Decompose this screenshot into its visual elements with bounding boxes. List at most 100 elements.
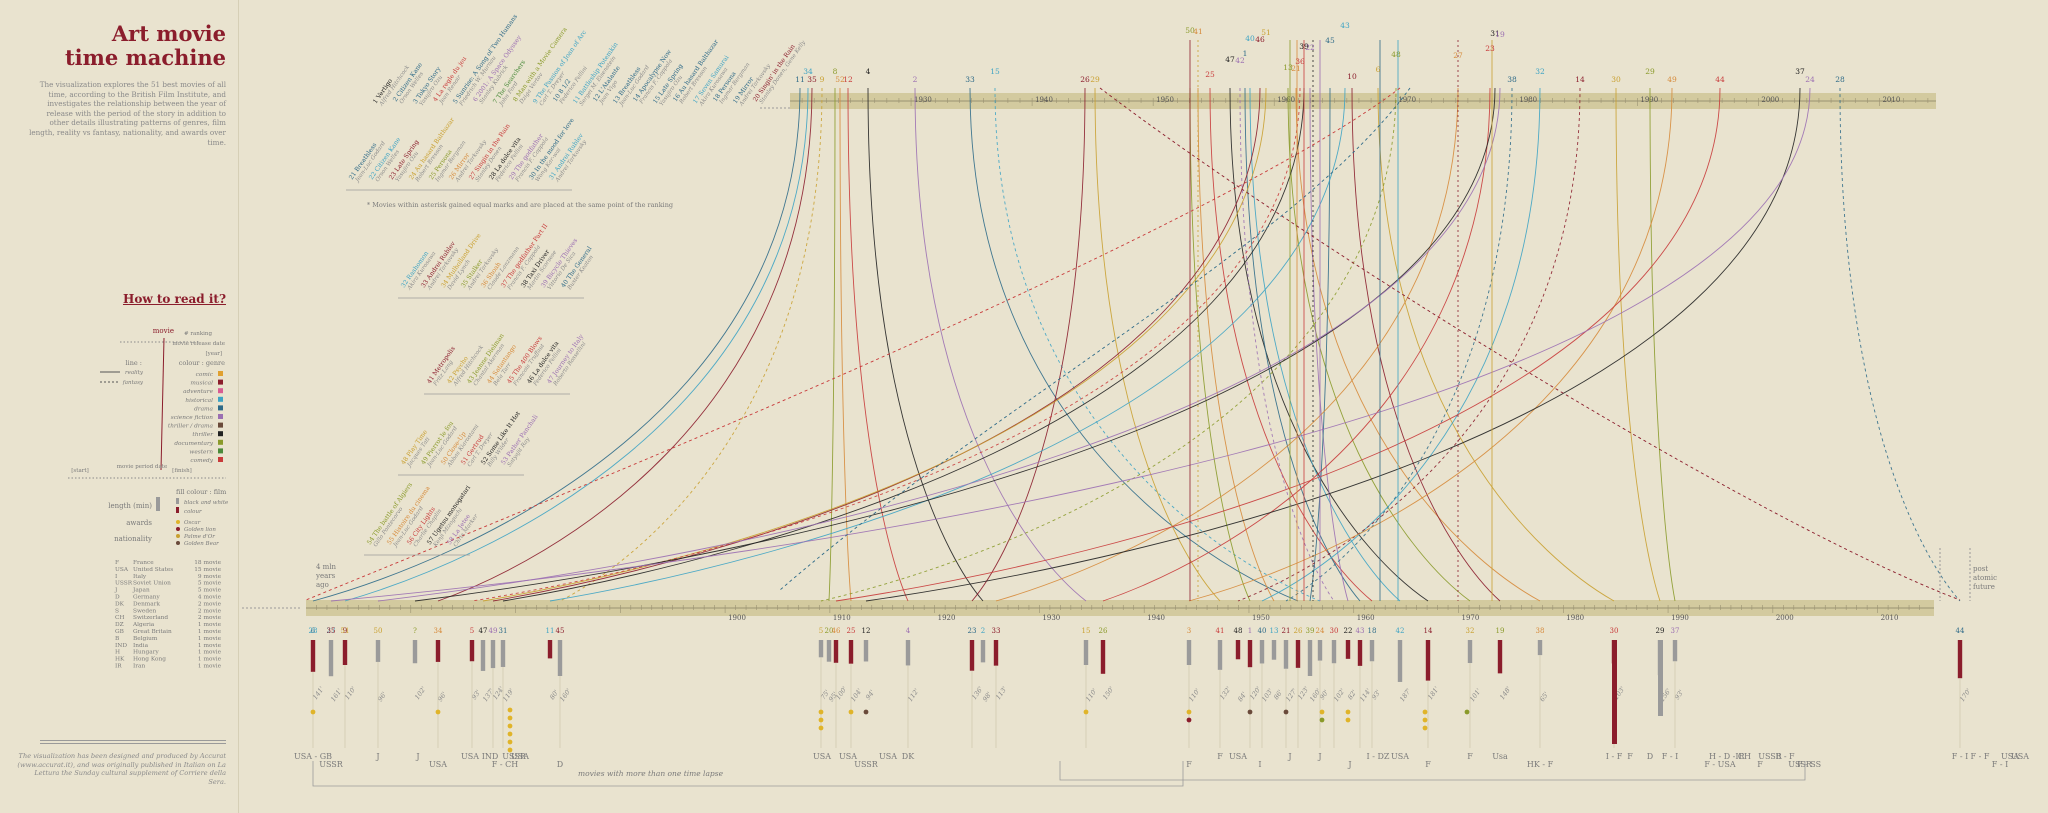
movie-link-22: [1287, 87, 1471, 602]
movie-link-30: [1377, 87, 1615, 602]
movie-link-36: [1285, 87, 1513, 602]
period-rank-label: 35: [327, 627, 336, 635]
nation-count-12: 1 movie: [198, 643, 222, 649]
legend-award-2: Palme d'Or: [183, 534, 215, 540]
period-rank-label: 18: [1368, 627, 1377, 635]
lapse-bracket-2: [1059, 761, 1806, 781]
nation-country-14: Hong Kong: [133, 657, 166, 663]
length-label: 150': [1101, 685, 1116, 701]
nation-count-8: 2 movie: [198, 615, 222, 621]
nation-label-19: I: [1258, 760, 1261, 769]
period-rank-label: 42: [1396, 627, 1405, 635]
legend-genre-1: musical: [190, 381, 213, 387]
movie-link-43: [865, 87, 1801, 602]
length-bar: [310, 640, 316, 672]
movie-link-34: [414, 87, 1496, 602]
movie-link-41: [1188, 87, 1673, 602]
intro-text: The visualization explores the 51 best m…: [29, 80, 226, 147]
top-rank-number: 9: [820, 75, 825, 84]
length-bar: [1259, 640, 1265, 664]
period-tick-label: 2000: [1776, 614, 1794, 622]
nation-label-40: F: [1757, 760, 1763, 769]
nation-label-24: USA: [1391, 752, 1409, 761]
length-bar: [547, 640, 553, 659]
period-tick-label: 1990: [1671, 614, 1689, 622]
period-tick-label: 1930: [1042, 614, 1060, 622]
future-note-2: atomic: [1973, 574, 1997, 582]
legend-award-dot-3: [176, 541, 180, 545]
period-rank-label: 27: [327, 627, 336, 635]
award-dot-14: [1186, 709, 1192, 715]
top-rank-number: 10: [1347, 72, 1357, 81]
movie-link-23: [1295, 87, 1541, 602]
nation-count-6: 2 movie: [198, 601, 222, 607]
award-dot-24: [1422, 725, 1428, 731]
length-label: 113': [994, 685, 1009, 701]
top-rank-number: 39: [1299, 42, 1309, 51]
length-label: 110': [343, 685, 358, 701]
credits-text: The visualization has been designed and …: [17, 752, 226, 786]
period-rank-label: 2: [981, 627, 985, 635]
legend-bw: black and white: [184, 500, 229, 506]
period-rank-label: 40: [1258, 627, 1267, 635]
nation-country-11: Belgium: [133, 636, 158, 642]
period-rank-label: 23: [968, 627, 977, 635]
length-bar: [1100, 640, 1106, 674]
period-rank-label: 11: [546, 627, 555, 635]
length-bar: [1345, 640, 1351, 659]
movie-title-19: 20 Singin' in the Rain: [752, 43, 797, 103]
nation-code-9: DZ: [115, 622, 124, 628]
release-tick-label: 1940: [1035, 96, 1053, 104]
movie-link-29: [1351, 87, 1501, 602]
legend-genre-2: adventure: [183, 389, 213, 395]
length-bar: [342, 640, 348, 665]
nation-label-41: IR: [1735, 752, 1745, 761]
release-tick-label: 1960: [1277, 96, 1295, 104]
legend-genre-swatch-6: [218, 422, 223, 428]
length-bar: [833, 640, 839, 663]
length-bar: [1271, 640, 1277, 660]
length-bar: [1295, 640, 1301, 668]
divider-rule: [40, 740, 226, 741]
legend-colour: colour: [184, 509, 202, 515]
period-rank-label: 46: [832, 627, 841, 635]
length-bar: [490, 640, 496, 669]
nation-code-8: CH: [115, 615, 125, 621]
movie-link-15: [1209, 87, 1373, 602]
legend-award-dot-2: [176, 534, 180, 538]
length-label: 82': [1346, 688, 1358, 701]
nation-label-26: F: [1467, 752, 1473, 761]
length-bar: [848, 640, 854, 664]
top-rank-number: 1: [1243, 49, 1248, 58]
nation-country-1: United States: [133, 567, 173, 573]
top-rank-number: 35: [807, 75, 817, 84]
award-dot-12: [863, 709, 869, 715]
period-rank-label: 45: [556, 627, 565, 635]
legend-release: movie release date: [172, 341, 225, 347]
left-panel: Art movie time machine The visualization…: [0, 0, 239, 813]
period-rank-label: ?: [413, 627, 417, 635]
legend-genre-swatch-2: [218, 388, 223, 394]
legend-bw-swatch: [176, 498, 179, 504]
nation-code-6: DK: [115, 601, 125, 607]
length-label: 110': [1084, 687, 1099, 703]
nation-label-22: J: [1347, 760, 1351, 769]
top-rank-number: 31: [1490, 29, 1500, 38]
legend-genre-0: comic: [196, 372, 214, 378]
legend-awards: awards: [126, 519, 152, 527]
movie-link-27: [1309, 87, 1331, 602]
award-dot-16: [1247, 709, 1253, 715]
legend-fantasy: fantasy: [122, 380, 144, 386]
period-rank-label: 43: [1356, 627, 1365, 635]
period-tick-label: 1940: [1147, 614, 1165, 622]
release-tick-label: 2000: [1761, 96, 1779, 104]
length-bar: [1357, 640, 1363, 666]
top-rank-number: 50: [1185, 26, 1195, 35]
length-label: 86': [1272, 688, 1284, 701]
future-link-2: [779, 87, 1411, 591]
movie-link-39: [1615, 87, 1661, 602]
length-bar: [480, 640, 486, 671]
nation-label-25: F: [1425, 760, 1431, 769]
